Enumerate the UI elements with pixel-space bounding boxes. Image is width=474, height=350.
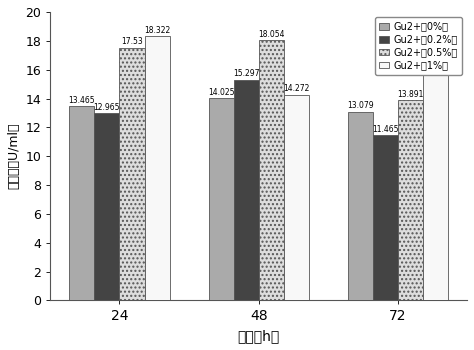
Text: 18.054: 18.054 [258, 30, 284, 38]
Bar [209, 98, 234, 300]
Text: 13.891: 13.891 [397, 90, 424, 99]
Bar [234, 80, 259, 300]
Bar [259, 40, 284, 300]
Bar [284, 94, 309, 300]
Text: 13.079: 13.079 [347, 102, 374, 110]
Text: 17.53: 17.53 [121, 37, 143, 46]
X-axis label: 时间（h）: 时间（h） [237, 329, 280, 343]
Text: 12.965: 12.965 [94, 103, 120, 112]
Bar [94, 113, 119, 300]
Bar [373, 135, 398, 300]
Text: 13.465: 13.465 [69, 96, 95, 105]
Bar [145, 36, 170, 300]
Bar [423, 70, 448, 300]
Bar [69, 106, 94, 300]
Text: 15.297: 15.297 [233, 69, 259, 78]
Text: 14.025: 14.025 [208, 88, 234, 97]
Text: 11.465: 11.465 [372, 125, 399, 134]
Text: 18.322: 18.322 [144, 26, 170, 35]
Text: 15.941: 15.941 [422, 60, 449, 69]
Legend: Gu2+（0%）, Gu2+（0.2%）, Gu2+（0.5%）, Gu2+（1%）: Gu2+（0%）, Gu2+（0.2%）, Gu2+（0.5%）, Gu2+（1… [374, 17, 462, 75]
Bar [398, 100, 423, 300]
Y-axis label: 酶活力（U/ml）: 酶活力（U/ml） [7, 123, 20, 189]
Text: 14.272: 14.272 [283, 84, 310, 93]
Bar [119, 48, 145, 300]
Bar [348, 112, 373, 300]
